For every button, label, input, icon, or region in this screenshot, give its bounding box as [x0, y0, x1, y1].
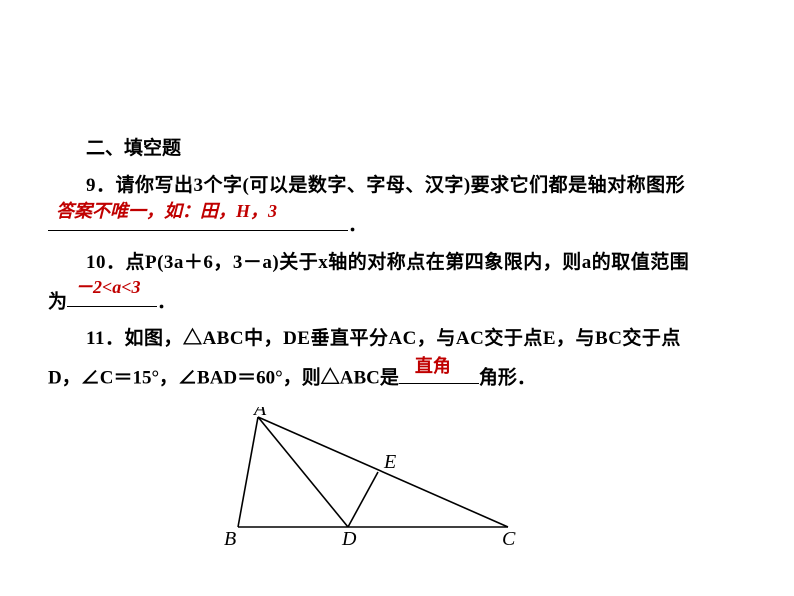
svg-text:A: A [252, 407, 267, 420]
q10-blank: －2<a<3 [67, 281, 157, 308]
problem-9-blank-line: 答案不唯一，如：田，H，3 ． [48, 204, 746, 244]
triangle-diagram: A B C D E [198, 407, 746, 560]
q11-number: 11 [86, 328, 105, 349]
q9-blank: 答案不唯一，如：田，H，3 [48, 204, 348, 231]
q11-cont-b: 角形． [479, 368, 536, 389]
problem-10: 10．点P(3a＋6，3－a)关于x轴的对称点在第四象限内，则a的取值范围 [48, 244, 746, 281]
q10-cont-text: 为 [48, 291, 67, 312]
q11-answer: 直角 [415, 349, 451, 384]
section-title: 二、填空题 [48, 130, 746, 167]
svg-text:D: D [341, 528, 357, 547]
problem-11-cont: D，∠C＝15°，∠BAD＝60°，则△ABC是 直角 角形． [48, 357, 746, 397]
q10-answer: －2<a<3 [75, 270, 141, 305]
q11-blank: 直角 [399, 357, 479, 384]
svg-text:B: B [224, 528, 236, 547]
q9-answer: 答案不唯一，如：田，H，3 [56, 194, 277, 229]
page-content: 二、填空题 9．请你写出3个字(可以是数字、字母、汉字)要求它们都是轴对称图形 … [0, 0, 794, 580]
q11-text: ．如图，△ABC中，DE垂直平分AC，与AC交于点E，与BC交于点 [105, 328, 681, 349]
q11-cont-a: D，∠C＝15°，∠BAD＝60°，则△ABC是 [48, 368, 399, 389]
problem-11: 11．如图，△ABC中，DE垂直平分AC，与AC交于点E，与BC交于点 [48, 320, 746, 357]
q10-text: ．点P(3a＋6，3－a)关于x轴的对称点在第四象限内，则a的取值范围 [106, 252, 689, 273]
problem-10-cont: 为 －2<a<3 ． [48, 281, 746, 321]
svg-text:E: E [383, 451, 396, 473]
triangle-svg: A B C D E [198, 407, 538, 547]
svg-text:C: C [502, 528, 516, 547]
